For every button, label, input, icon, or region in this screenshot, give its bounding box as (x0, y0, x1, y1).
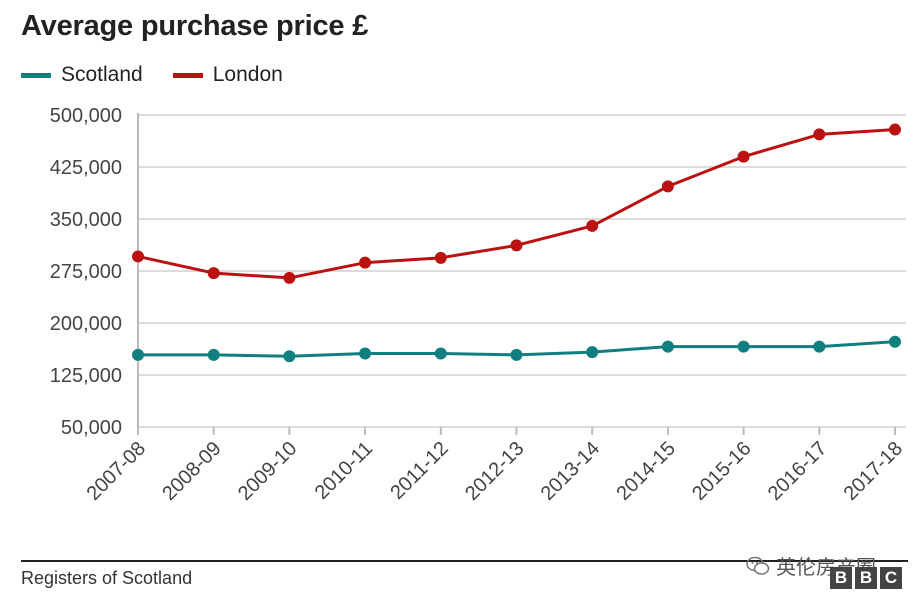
series-line-london (137, 128, 896, 280)
x-tick-label: 2009-10 (234, 437, 301, 504)
x-tick-label: 2013-14 (537, 437, 604, 504)
logo-letter: B (830, 567, 852, 589)
data-point-scotland (737, 340, 750, 353)
data-point-scotland (359, 347, 372, 360)
data-point-london (434, 251, 447, 264)
y-tick-label: 500,000 (50, 105, 122, 127)
legend: Scotland London (21, 62, 313, 88)
data-point-scotland (661, 340, 674, 353)
chart-title: Average purchase price £ (21, 10, 369, 42)
data-point-london (813, 128, 826, 141)
data-point-london (889, 123, 901, 136)
data-point-scotland (434, 347, 447, 360)
data-point-scotland (586, 346, 599, 359)
y-tick-label: 200,000 (50, 313, 122, 335)
x-tick-label: 2014-15 (612, 437, 679, 504)
y-tick-label: 275,000 (50, 261, 122, 283)
data-point-scotland (510, 348, 523, 361)
bbc-logo: B B C (830, 567, 905, 589)
source-note: Registers of Scotland (21, 568, 193, 588)
data-point-london (737, 150, 750, 163)
y-tick-label: 50,000 (61, 417, 122, 439)
data-point-london (283, 271, 296, 284)
data-point-scotland (207, 348, 220, 361)
logo-letter: C (880, 567, 902, 589)
x-tick-label: 2015-16 (688, 437, 755, 504)
x-tick-label: 2016-17 (764, 437, 831, 504)
x-tick-label: 2008-09 (158, 437, 225, 504)
legend-item-scotland: Scotland (21, 63, 143, 87)
data-point-london (132, 250, 144, 263)
x-tick-label: 2017-18 (840, 437, 907, 504)
y-tick-label: 125,000 (50, 365, 122, 387)
logo-letter: B (855, 567, 877, 589)
legend-swatch-london (172, 72, 203, 78)
data-point-scotland (889, 335, 901, 348)
x-tick-label: 2012-13 (461, 437, 528, 504)
y-tick-label: 350,000 (50, 209, 122, 231)
x-tick-label: 2010-11 (311, 437, 377, 503)
legend-label-london: London (212, 63, 283, 86)
legend-item-london: London (172, 63, 283, 87)
data-point-london (359, 256, 372, 269)
x-tick-label: 2011-12 (386, 437, 452, 503)
footer-divider (21, 560, 908, 562)
data-point-london (207, 267, 220, 280)
data-point-london (510, 239, 523, 252)
data-point-scotland (283, 350, 296, 363)
data-point-scotland (813, 340, 826, 353)
x-tick-label: 2007-08 (83, 437, 150, 504)
legend-swatch-scotland (21, 72, 51, 78)
data-point-london (661, 180, 674, 193)
legend-label-scotland: Scotland (61, 63, 143, 86)
data-point-scotland (132, 348, 144, 361)
data-point-london (586, 219, 599, 232)
line-chart: 50,000 125,000 200,000 275,000 350,000 425,00… (50, 105, 907, 505)
wechat-icon (746, 556, 770, 575)
y-tick-label: 425,000 (50, 157, 122, 179)
